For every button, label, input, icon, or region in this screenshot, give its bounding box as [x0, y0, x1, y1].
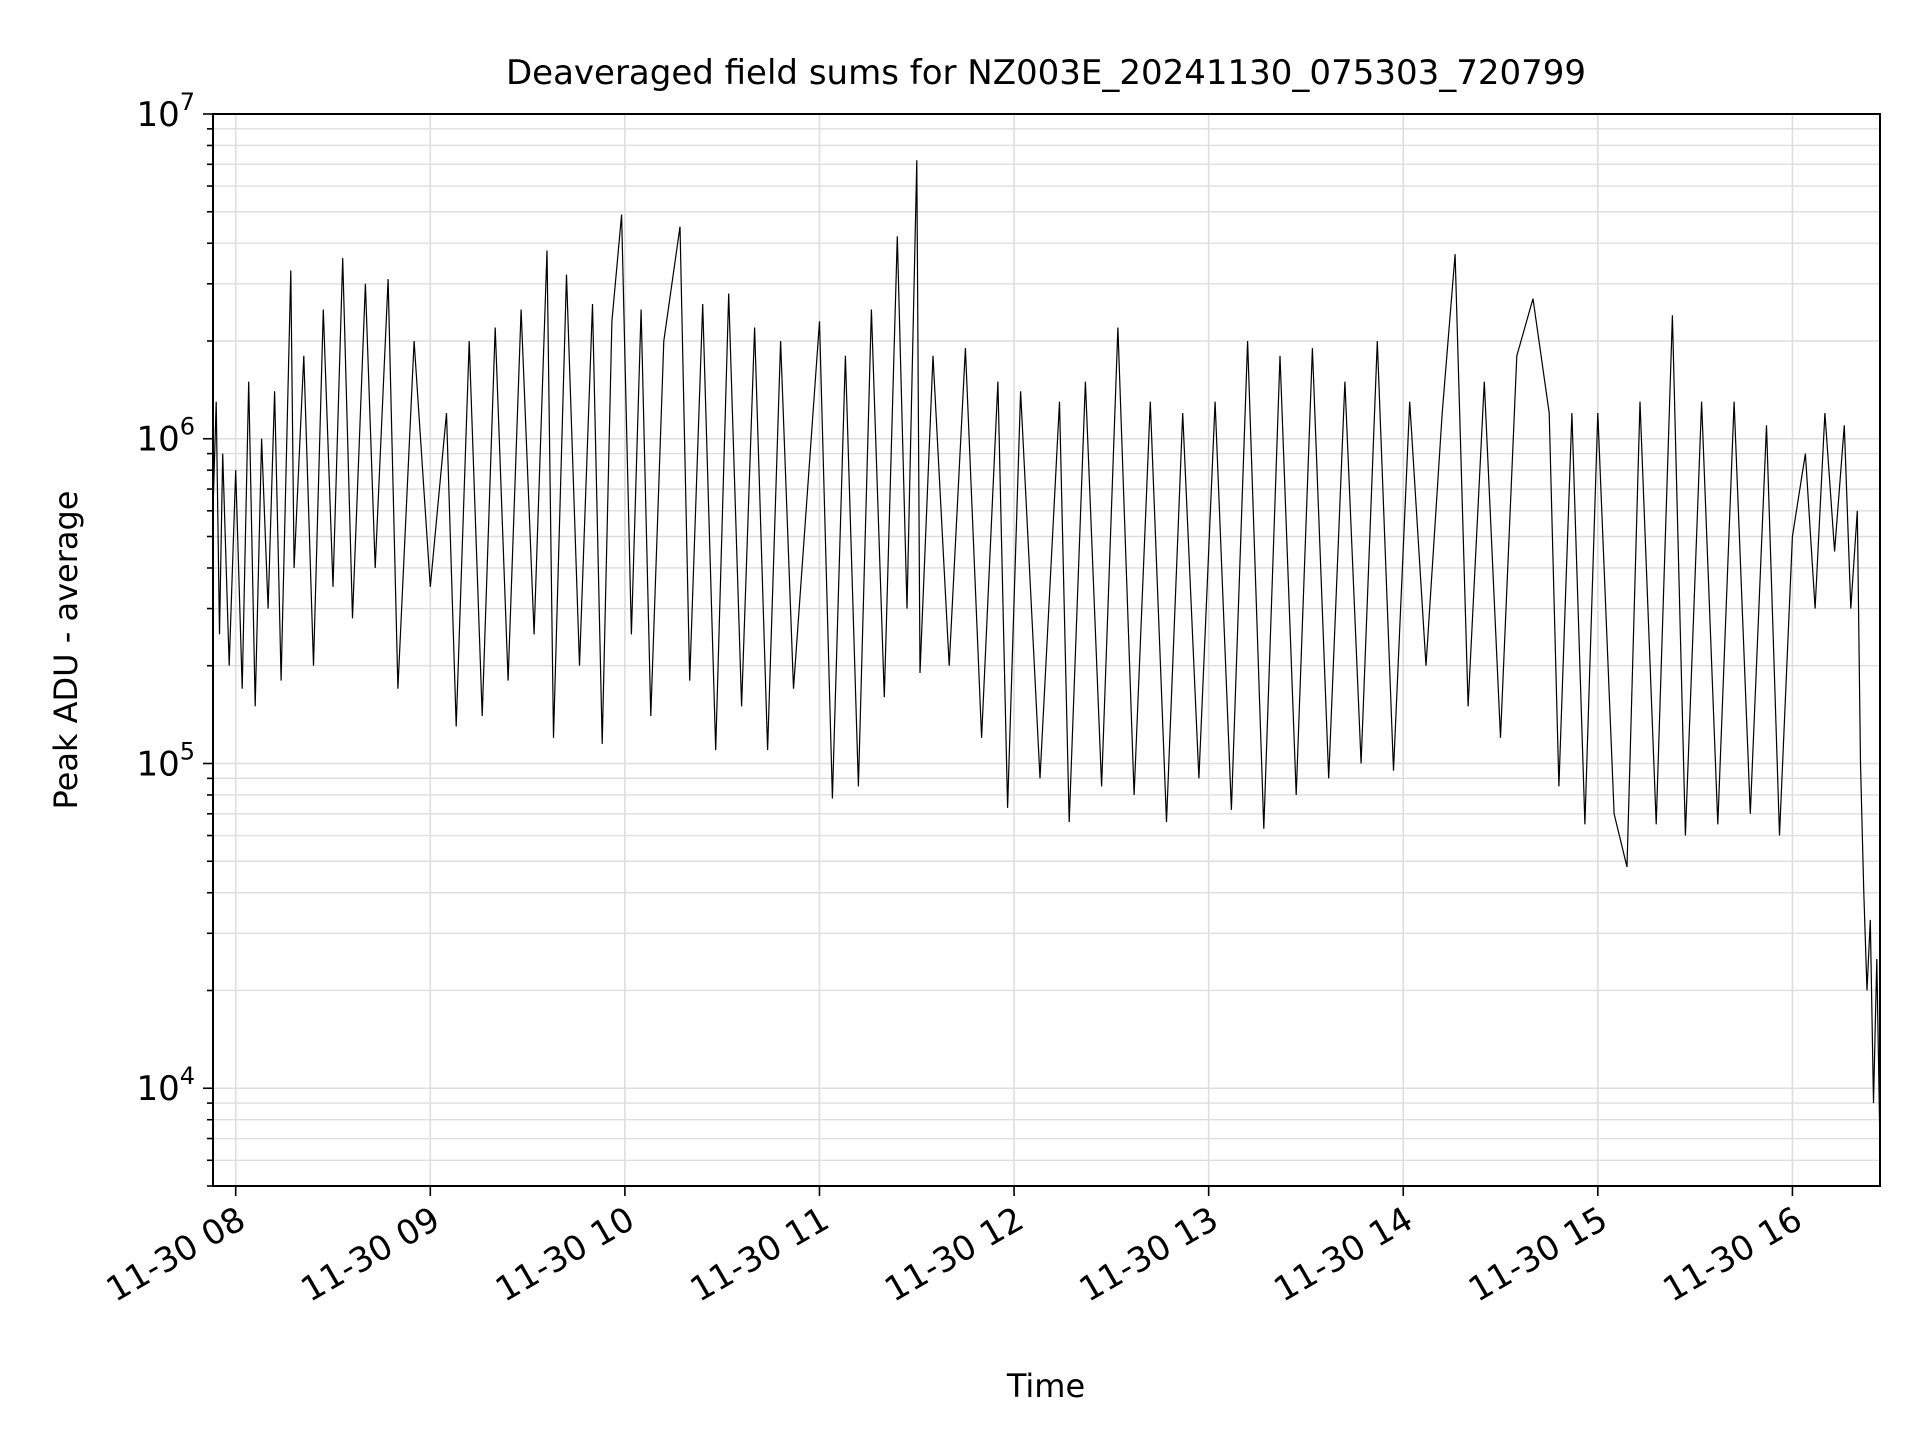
y-tick-label-exponent: 5 [180, 737, 195, 765]
y-tick-label-base: 10 [136, 744, 179, 784]
y-tick-label-exponent: 4 [180, 1062, 195, 1090]
y-tick-label: 106 [136, 413, 195, 460]
y-tick-label-base: 10 [136, 95, 179, 135]
y-tick-label-base: 10 [136, 420, 179, 460]
y-tick-label: 104 [136, 1062, 195, 1109]
x-axis-label: Time [1006, 1367, 1085, 1405]
y-tick-label-exponent: 7 [180, 88, 195, 116]
series-line [213, 160, 1880, 1150]
plot-frame [212, 113, 1881, 1187]
y-axis-label: Peak ADU - average [47, 491, 85, 810]
plot-area [213, 160, 1880, 1150]
y-tick-label-base: 10 [136, 1069, 179, 1109]
chart-title: Deaveraged field sums for NZ003E_2024113… [506, 53, 1586, 93]
grid [213, 113, 1880, 1187]
y-tick-label: 107 [136, 88, 195, 135]
y-tick-label-exponent: 6 [180, 413, 195, 441]
y-tick-label: 105 [136, 737, 195, 784]
